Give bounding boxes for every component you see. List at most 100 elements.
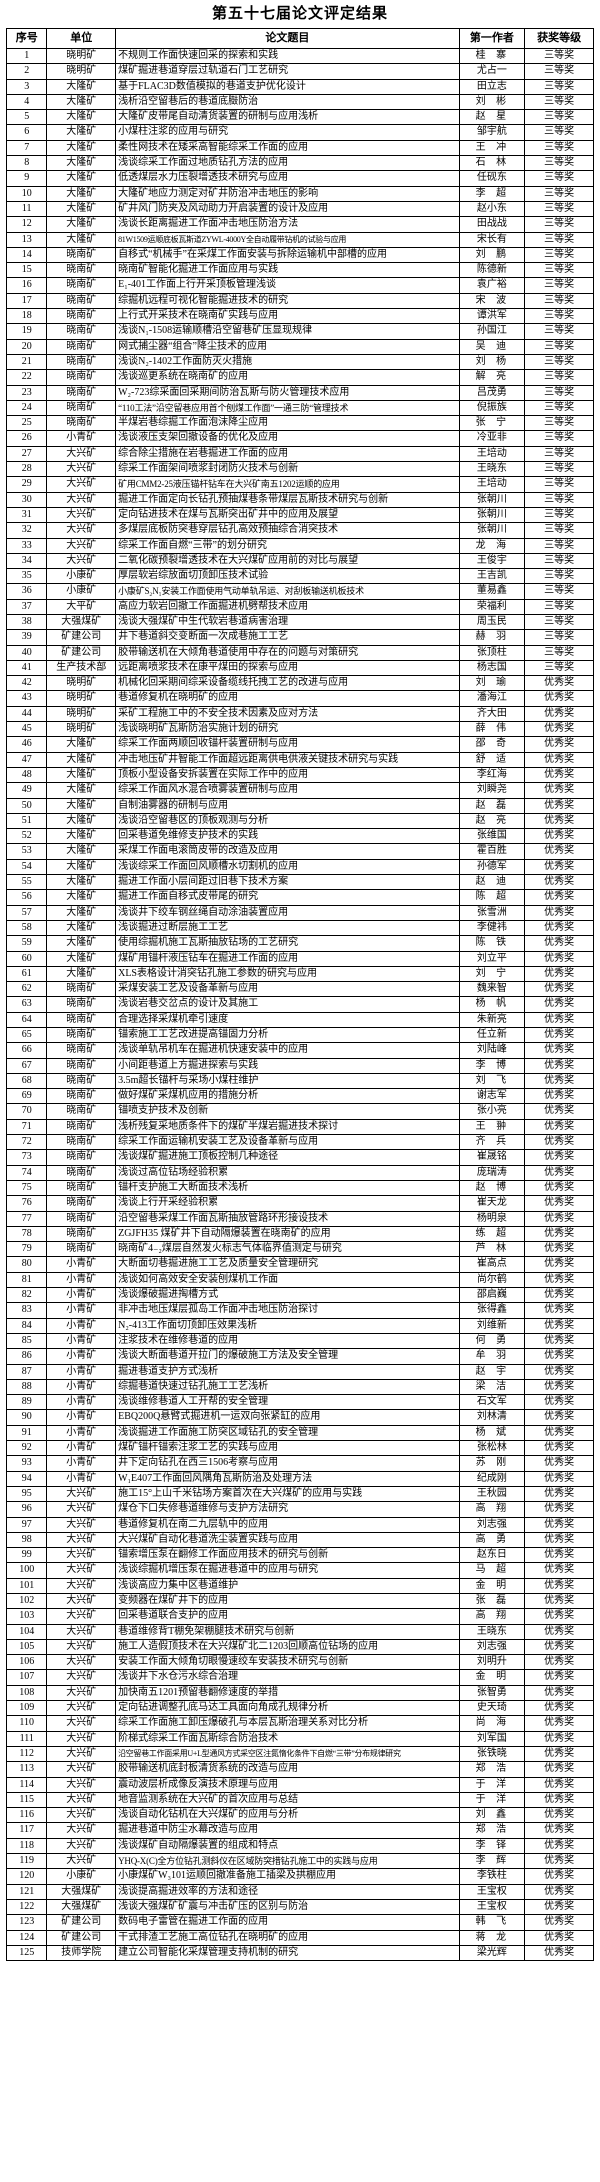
cell-unit: 大强煤矿 [46, 1898, 117, 1916]
cell-unit: 小青矿 [46, 1378, 117, 1396]
cell-author: 吕茂勇 [458, 384, 526, 401]
cell-unit: 大兴矿 [46, 537, 117, 554]
cell-index: 51 [5, 812, 48, 830]
cell-award: 三等奖 [524, 262, 594, 279]
table-row: 112 大兴矿 沿空留巷工作面采用U+L型通风方式采空区注氮惰化条件下自燃“三带”分… [5, 1745, 594, 1763]
cell-award: 优秀奖 [524, 690, 594, 707]
cell-title: 浅谈过高位钻场经验积累 [115, 1164, 460, 1181]
cell-author: 杨志国 [458, 659, 526, 677]
cell-index: 95 [5, 1485, 48, 1503]
cell-unit: 大兴矿 [46, 506, 117, 524]
cell-author: 张 宁 [458, 415, 526, 432]
cell-unit: 晓明矿 [46, 63, 117, 80]
cell-award: 三等奖 [524, 353, 594, 371]
cell-title: 锚索增压泵在翻修工作面应用技术的研究与创新 [115, 1547, 460, 1564]
cell-title: 浅谈大断面巷道开拉门的爆破施工方法及安全管理 [115, 1348, 460, 1365]
cell-award: 优秀奖 [524, 1700, 594, 1717]
cell-title: 综掘巷道快速过钻孔施工工艺浅析 [115, 1378, 460, 1396]
table-row: 79 晓南矿 晓南矿4₋₂煤层自然发火标志气体临界值测定与研究芦 林优秀奖 [5, 1241, 594, 1258]
table-row: 105 大兴矿 施工人造假顶技术在大兴煤矿北二1203回顺高位钻场的应用 刘志强 优秀奖 [5, 1638, 594, 1656]
cell-index: 17 [5, 292, 48, 310]
cell-author: 王 冲 [458, 139, 526, 157]
cell-author: 赵 亮 [458, 812, 526, 830]
cell-award: 三等奖 [524, 277, 594, 294]
cell-author: 于 洋 [458, 1791, 526, 1809]
cell-unit: 晓明矿 [46, 675, 117, 692]
cell-award: 优秀奖 [524, 1898, 594, 1916]
cell-unit: 晓南矿 [46, 262, 117, 279]
cell-author: 冷亚非 [458, 430, 526, 447]
table-row: 119 大兴矿 YHQ-X(C)全方位钻孔测斜仪在区域防突措钻孔施工中的实践与应用李… [5, 1853, 594, 1870]
cell-award: 优秀奖 [524, 1409, 594, 1426]
cell-award: 优秀奖 [524, 1608, 594, 1625]
cell-author: 芦 林 [458, 1241, 526, 1258]
cell-title: 浅谈掘进过断层施工工艺 [115, 919, 460, 937]
cell-title: 低透煤层水力压裂增透技术研究与应用 [115, 170, 460, 187]
cell-unit: 小康矿 [46, 583, 117, 600]
table-header-row: 序号 单位 论文题目 第一作者 获奖等级 [5, 28, 594, 49]
cell-unit: 小青矿 [46, 1287, 117, 1304]
cell-index: 61 [5, 965, 48, 983]
table-row: 109 大兴矿 定向钻进调整孔底马达工具面向角成孔规律分析 史天琦 优秀奖 [5, 1700, 594, 1717]
cell-award: 优秀奖 [524, 828, 594, 845]
cell-unit: 大隆矿 [46, 965, 117, 983]
table-row: 48 大隆矿 顶板小型设备安拆装置在实际工作中的应用 李红海 优秀奖 [5, 766, 594, 784]
table-row: 78 晓南矿 ZGJFH35 煤矿井下自动隔爆装置在晓南矿的应用练 超优秀奖 [5, 1225, 594, 1243]
cell-index: 32 [5, 522, 48, 539]
cell-unit: 大兴矿 [46, 1516, 117, 1533]
cell-award: 三等奖 [524, 93, 594, 111]
cell-index: 45 [5, 721, 48, 738]
cell-index: 65 [5, 1026, 48, 1044]
table-row: 8 大隆矿 浅谈综采工作面过地质钻孔方法的应用石 林三等奖 [5, 155, 594, 172]
cell-index: 106 [5, 1654, 48, 1671]
cell-title: 浅谈井下绞车钢丝绳自动涂油装置应用 [115, 904, 460, 921]
cell-unit: 大隆矿 [46, 904, 117, 921]
cell-author: 舒 适 [458, 751, 526, 768]
cell-award: 优秀奖 [524, 1103, 594, 1120]
cell-unit: 晓南矿 [46, 996, 117, 1013]
cell-award: 优秀奖 [524, 1853, 594, 1870]
cell-award: 三等奖 [524, 109, 594, 126]
cell-award: 三等奖 [524, 629, 594, 646]
cell-title: 施工人造假顶技术在大兴煤矿北二1203回顺高位钻场的应用 [115, 1638, 460, 1656]
cell-index: 52 [5, 828, 48, 845]
cell-award: 优秀奖 [524, 675, 594, 692]
cell-author: 荣福利 [458, 598, 526, 615]
cell-unit: 晓南矿 [46, 369, 117, 386]
cell-award: 优秀奖 [524, 1485, 594, 1503]
cell-author: 金 明 [458, 1669, 526, 1686]
table-row: 125 技师学院 建立公司智能化采煤管理支持机制的研究 梁光辉 优秀奖 [5, 1944, 594, 1962]
cell-title: 自移式“机械手”在采煤工作面安装与拆除运输机中部槽的应用 [115, 246, 460, 264]
cell-index: 125 [5, 1944, 48, 1962]
cell-author: 张朝川 [458, 522, 526, 539]
cell-index: 90 [5, 1409, 48, 1426]
cell-title: 浅谈井下水仓污水综合治理 [115, 1669, 460, 1686]
cell-unit: 大兴矿 [46, 1776, 117, 1793]
cell-title: 地音监测系统在大兴矿的首次应用与总结 [115, 1791, 460, 1809]
table-row: 11 大隆矿 矿井风门防夹及风动助力开启装置的设计及应用 赵小东 三等奖 [5, 200, 594, 218]
table-row: 90 小青矿 EBQ200Q悬臂式掘进机一运双向张紧缸的应用 刘林清 优秀奖 [5, 1409, 594, 1426]
table-row: 16 晓南矿 E₁-401工作面上行开采顶板管理浅谈 袁广裕 三等奖 [5, 277, 594, 294]
table-row: 100 大兴矿 浅谈综掘机增压泵在掘进巷道中的应用与研究马 超优秀奖 [5, 1562, 594, 1579]
table-row: 64 晓南矿 合理选择采煤机牵引速度 朱新亮 优秀奖 [5, 1011, 594, 1029]
cell-author: 邹宇航 [458, 124, 526, 141]
table-row: 19 晓南矿 浅谈N₁-1508运输顺槽沿空留巷矿压显现规律 孙国江 三等奖 [5, 323, 594, 340]
table-row: 94 小青矿 W₁E407工作面回风隅角瓦斯防治及处理方法 纪成刚 优秀奖 [5, 1470, 594, 1487]
cell-index: 97 [5, 1516, 48, 1533]
cell-unit: 矿建公司 [46, 1914, 117, 1931]
cell-title: 大断面切巷掘进施工工艺及质量安全管理研究 [115, 1256, 460, 1273]
cell-unit: 大兴矿 [46, 1592, 117, 1610]
cell-author: 刘 杨 [458, 353, 526, 371]
cell-award: 三等奖 [524, 170, 594, 187]
table-row: 46 大隆矿 综采工作面两顺回收锚杆装置研制与应用邵 奇优秀奖 [5, 736, 594, 753]
cell-unit: 大兴矿 [46, 1791, 117, 1809]
table-body: 1 晓明矿 不规则工作面快速回采的探索和实践桂 寨三等奖 2 晓明矿 煤矿掘进巷道穿层过轨… [5, 47, 594, 1962]
cell-index: 118 [5, 1837, 48, 1855]
table-row: 44 晓明矿 采矿工程施工中的不安全技术因素及应对方法 齐大田 优秀奖 [5, 705, 594, 723]
cell-title: W₁E407工作面回风隅角瓦斯防治及处理方法 [115, 1470, 460, 1487]
table-row: 35 小康矿 厚层软岩综放面切顶卸压技术试验 王吉凯 三等奖 [5, 568, 594, 585]
cell-award: 优秀奖 [524, 1271, 594, 1289]
table-row: 89 小青矿 浅谈维修巷道人工开帮的安全管理 石文军 优秀奖 [5, 1394, 594, 1411]
cell-award: 优秀奖 [524, 981, 594, 998]
cell-author: 张智勇 [458, 1684, 526, 1702]
